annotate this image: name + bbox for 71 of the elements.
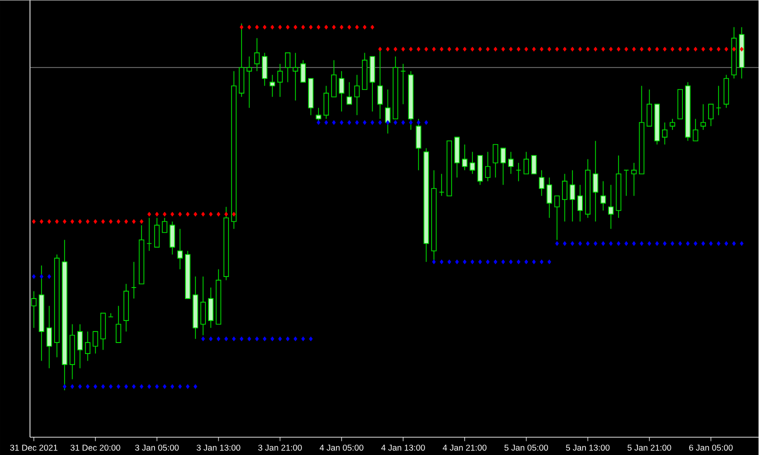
- candlestick: [692, 118, 698, 142]
- candlestick: [570, 170, 576, 222]
- candlestick: [292, 52, 298, 101]
- candlestick: [492, 144, 498, 178]
- candlestick: [200, 276, 206, 336]
- candlestick: [270, 74, 276, 98]
- candlestick: [500, 148, 506, 186]
- x-tick-label: 4 Jan 13:00: [381, 444, 425, 451]
- candlestick: [285, 52, 290, 82]
- candlestick: [84, 331, 90, 362]
- candlestick: [546, 177, 552, 218]
- candlestick: [46, 305, 52, 369]
- candlestick: [508, 151, 514, 174]
- candlestick: [277, 63, 283, 98]
- x-tick-label: 5 Jan 13:00: [566, 444, 610, 451]
- x-tick-label: 5 Jan 05:00: [504, 444, 548, 451]
- candlestick: [338, 70, 344, 112]
- candlestick: [670, 118, 676, 130]
- candlestick: [262, 52, 268, 86]
- candlestick: [631, 162, 637, 196]
- x-tick-label: 5 Jan 21:00: [628, 444, 672, 451]
- candlestick: [208, 287, 214, 328]
- candlestick: [646, 89, 652, 127]
- candlestick: [400, 63, 406, 104]
- candlestick: [116, 305, 122, 343]
- candlestick: [354, 74, 360, 116]
- candlestick: [377, 48, 383, 120]
- candlestick: [416, 118, 422, 171]
- candlestick: [300, 60, 306, 82]
- candlestick: [254, 38, 260, 72]
- candlestick: [331, 60, 337, 98]
- candlestick: [700, 104, 706, 130]
- candlestick: [577, 184, 583, 222]
- candlestick: [662, 122, 668, 145]
- x-tick-label: 6 Jan 05:00: [689, 444, 733, 451]
- candlestick: [485, 151, 490, 182]
- candlestick: [524, 151, 529, 174]
- candlestick: [600, 180, 606, 211]
- candlestick: [538, 170, 544, 196]
- x-tick-label: 4 Jan 05:00: [320, 444, 364, 451]
- x-tick-label: 31 Dec 20:00: [70, 444, 120, 451]
- candlestick: [438, 173, 444, 196]
- x-tick-label: 3 Jan 05:00: [135, 444, 179, 451]
- candlestick: [162, 217, 168, 233]
- x-tick-label: 3 Jan 21:00: [258, 444, 302, 451]
- candlestick: [324, 85, 329, 120]
- candlestick: [31, 290, 37, 328]
- x-tick-label: 3 Jan 13:00: [196, 444, 240, 451]
- candlestick: [131, 261, 137, 299]
- candlestick: [470, 151, 476, 174]
- candlestick: [708, 104, 714, 127]
- candlestick: [716, 85, 722, 116]
- candlestick: [624, 170, 629, 196]
- candlestick: [516, 162, 522, 182]
- candlestick: [608, 184, 614, 230]
- candlestick: [462, 144, 468, 171]
- x-tick-label: 4 Jan 21:00: [442, 444, 486, 451]
- candlestick: [146, 217, 152, 252]
- candlestick: [592, 140, 598, 222]
- candlestick: [531, 155, 537, 174]
- candlestick: [562, 173, 568, 222]
- candlestick: [554, 195, 560, 240]
- candlestick: [170, 221, 176, 255]
- candlestick: [77, 324, 83, 369]
- candlestick: [385, 89, 390, 134]
- candlestick: [154, 217, 160, 248]
- candlestick: [177, 228, 183, 270]
- candlestick: [246, 56, 252, 108]
- candlestick: [92, 331, 98, 354]
- candlestick: [346, 82, 352, 104]
- x-tick-label: 31 Dec 2021: [10, 444, 58, 451]
